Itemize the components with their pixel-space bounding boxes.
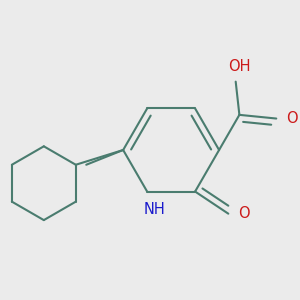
Text: OH: OH bbox=[228, 59, 250, 74]
Text: NH: NH bbox=[144, 202, 165, 217]
Text: O: O bbox=[286, 111, 298, 126]
Text: O: O bbox=[238, 206, 250, 221]
